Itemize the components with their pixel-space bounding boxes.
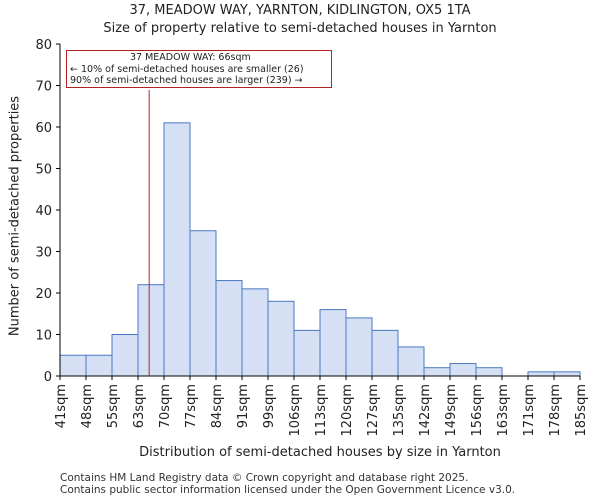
bar-48sqm xyxy=(85,354,113,377)
bar-156sqm xyxy=(475,367,503,377)
x-tick-label-163sqm: 163sqm xyxy=(496,384,511,437)
x-tick-label-99sqm: 99sqm xyxy=(262,384,277,428)
bar-149sqm xyxy=(449,363,477,377)
x-tick-label-41sqm: 41sqm xyxy=(54,384,69,428)
x-tick-label-185sqm: 185sqm xyxy=(574,384,589,437)
y-tick-label-10: 10 xyxy=(35,329,52,344)
x-tick-label-55sqm: 55sqm xyxy=(106,384,121,428)
x-tick-label-113sqm: 113sqm xyxy=(314,384,329,437)
y-tick-label-80: 80 xyxy=(35,38,52,53)
bar-142sqm xyxy=(423,367,451,377)
bar-135sqm xyxy=(397,346,425,377)
bar-99sqm xyxy=(267,300,295,377)
bar-70sqm xyxy=(163,122,191,377)
annotation-line-2: ← 10% of semi-detached houses are smalle… xyxy=(70,63,304,75)
bar-77sqm xyxy=(189,230,217,377)
y-tick-label-70: 70 xyxy=(35,80,52,95)
x-tick-label-171sqm: 171sqm xyxy=(522,384,537,437)
bar-55sqm xyxy=(111,334,139,377)
chart-subtitle: Size of property relative to semi-detach… xyxy=(103,21,497,36)
x-tick-label-70sqm: 70sqm xyxy=(158,384,173,428)
annotation-line-3: 90% of semi-detached houses are larger (… xyxy=(70,75,303,86)
x-tick-label-63sqm: 63sqm xyxy=(132,384,147,428)
x-tick-label-120sqm: 120sqm xyxy=(340,384,355,437)
annotation-line-1: 37 MEADOW WAY: 66sqm xyxy=(130,52,251,63)
x-axis-label: Distribution of semi-detached houses by … xyxy=(139,445,501,460)
x-tick-label-77sqm: 77sqm xyxy=(184,384,199,428)
bar-113sqm xyxy=(319,309,347,377)
x-tick-label-84sqm: 84sqm xyxy=(210,384,225,428)
bar-63sqm xyxy=(137,284,165,377)
x-tick-label-156sqm: 156sqm xyxy=(470,384,485,437)
annotation-box: 37 MEADOW WAY: 66sqm ← 10% of semi-detac… xyxy=(66,50,332,88)
x-tick-label-178sqm: 178sqm xyxy=(548,384,563,437)
y-axis-label: Number of semi-detached properties xyxy=(7,95,23,337)
y-tick-label-50: 50 xyxy=(35,163,52,178)
x-tick-label-149sqm: 149sqm xyxy=(444,384,459,437)
bar-41sqm xyxy=(59,354,87,377)
y-tick-label-20: 20 xyxy=(35,287,52,302)
bar-178sqm xyxy=(553,371,581,377)
footer-line-2: Contains public sector information licen… xyxy=(60,484,516,496)
footer-line-1: Contains HM Land Registry data © Crown c… xyxy=(60,472,469,484)
x-tick-label-106sqm: 106sqm xyxy=(288,384,303,437)
x-tick-label-127sqm: 127sqm xyxy=(366,384,381,437)
bar-171sqm xyxy=(527,371,555,377)
bar-106sqm xyxy=(293,329,321,377)
y-tick-label-40: 40 xyxy=(35,204,52,219)
x-tick-label-48sqm: 48sqm xyxy=(80,384,95,428)
chart-title: 37, MEADOW WAY, YARNTON, KIDLINGTON, OX5… xyxy=(129,3,471,18)
y-tick-label-30: 30 xyxy=(35,246,52,261)
x-tick-label-135sqm: 135sqm xyxy=(392,384,407,437)
x-tick-label-91sqm: 91sqm xyxy=(236,384,251,428)
y-tick-label-60: 60 xyxy=(35,121,52,136)
bar-84sqm xyxy=(215,280,243,377)
x-tick-label-142sqm: 142sqm xyxy=(418,384,433,437)
bar-127sqm xyxy=(371,329,399,377)
bar-120sqm xyxy=(345,317,373,377)
y-tick-label-0: 0 xyxy=(44,370,52,385)
bar-91sqm xyxy=(241,288,269,377)
